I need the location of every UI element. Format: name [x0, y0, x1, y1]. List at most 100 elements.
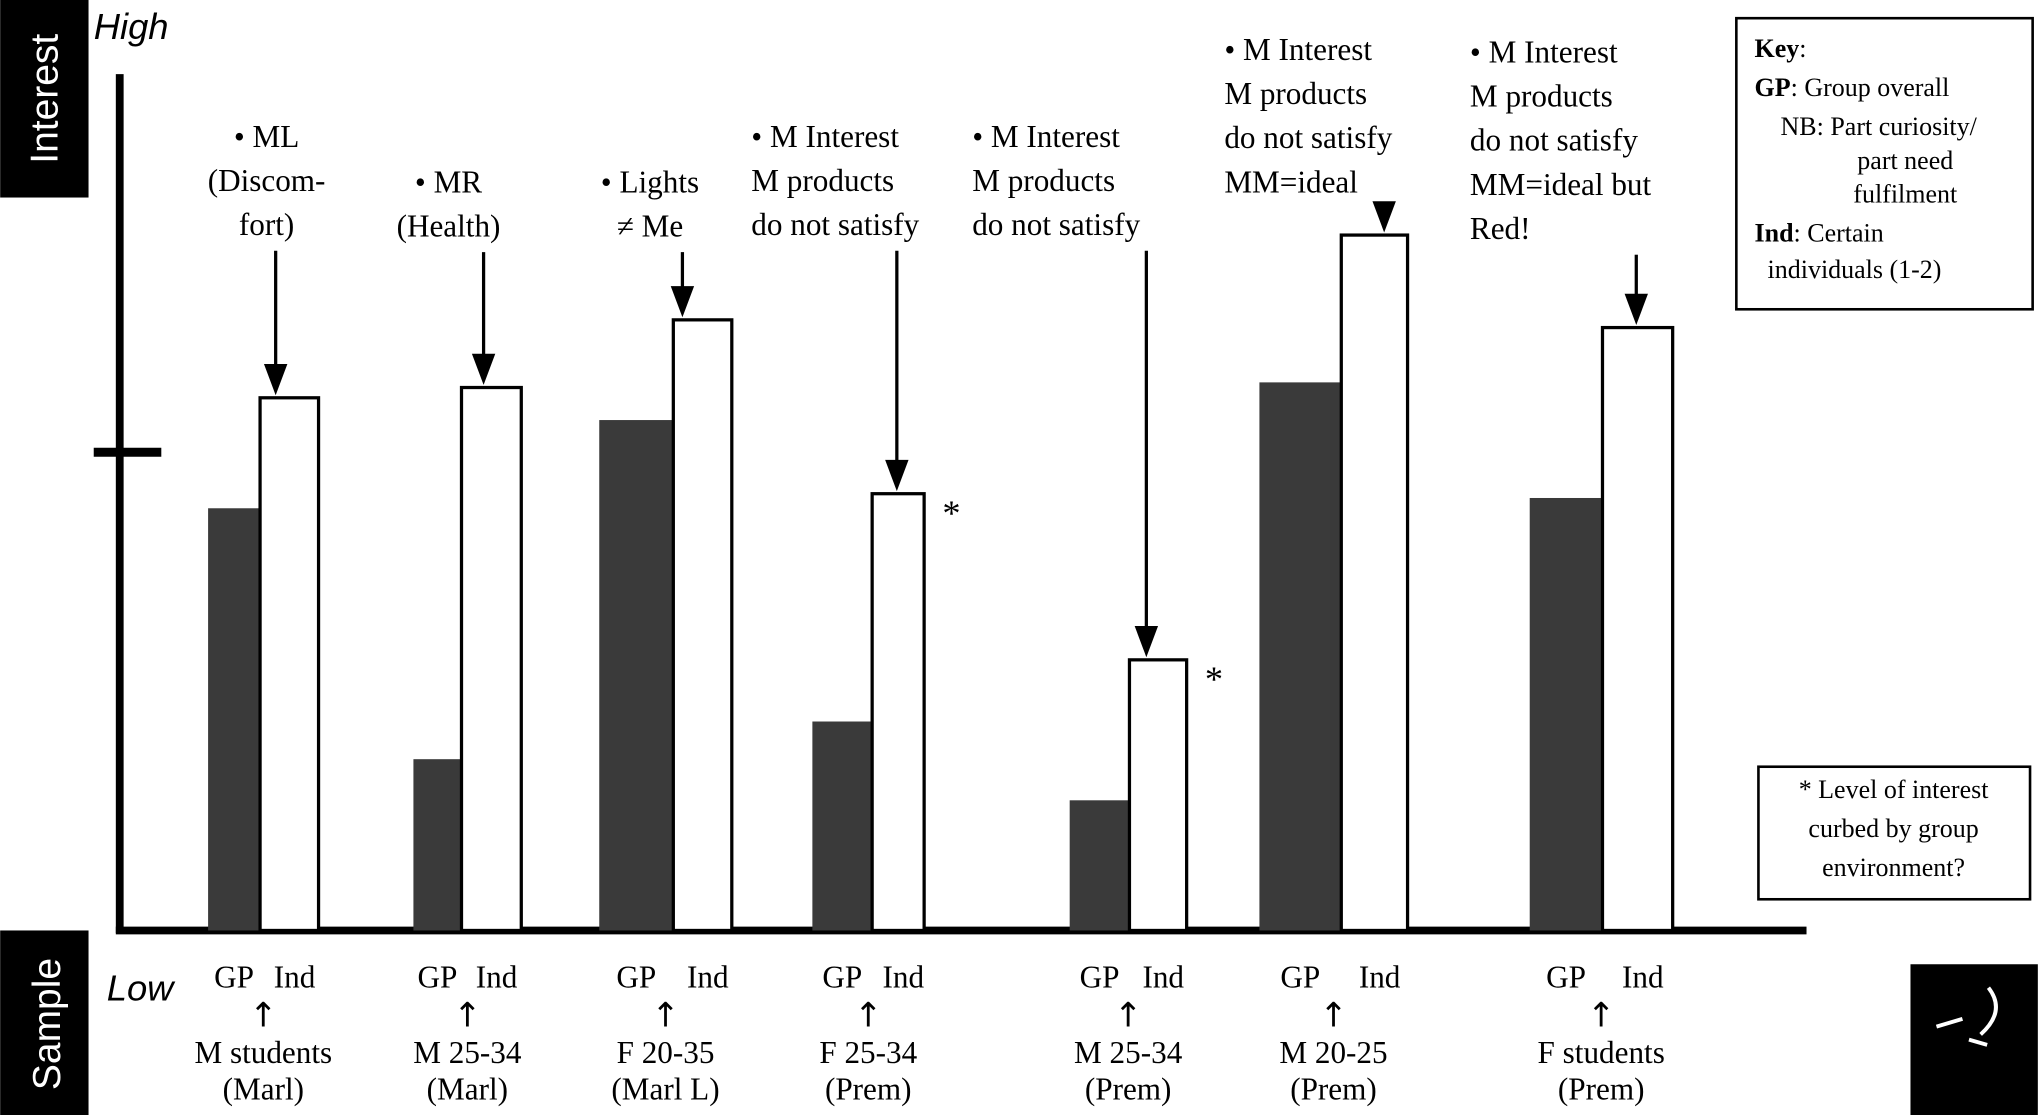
low-label: Low	[107, 968, 176, 1009]
key-text: part need	[1857, 146, 1953, 175]
annotation-arrowhead	[472, 354, 495, 385]
bar	[1341, 235, 1407, 930]
bar-label: GP	[1080, 960, 1120, 995]
x-tick-label: F 20-35	[617, 1035, 715, 1070]
x-tick-label: (Marl L)	[611, 1071, 719, 1106]
annotation-arrowhead	[1372, 201, 1395, 232]
bar	[1602, 328, 1672, 931]
arrow-glyph: ↑	[1114, 996, 1142, 1035]
annotation: Red!	[1470, 211, 1531, 246]
key-term: GP	[1755, 73, 1791, 102]
bar	[462, 388, 522, 931]
annotation: (Health)	[397, 209, 501, 244]
bar	[673, 320, 731, 931]
bar	[413, 759, 461, 930]
annotation-arrowhead	[885, 460, 908, 491]
annotation: do not satisfy	[1470, 123, 1638, 158]
x-tick-label: M 20-25	[1279, 1035, 1387, 1070]
x-tick-label: (Prem)	[1290, 1071, 1377, 1106]
key-entry: NB: Part curiosity/	[1781, 112, 1978, 141]
bar	[208, 508, 260, 930]
footnote: environment?	[1822, 853, 1965, 882]
key-entry: Ind: Certain	[1755, 219, 1884, 248]
bar-label: Ind	[476, 960, 518, 995]
footnote: * Level of interest	[1799, 775, 1990, 804]
annotation: (Discom-	[208, 163, 326, 198]
x-axis-label: Sample	[26, 958, 69, 1090]
annotation: M products	[751, 163, 894, 198]
annotation: • MR	[415, 164, 482, 199]
bar	[1259, 382, 1341, 930]
bar	[1129, 660, 1186, 931]
annotation-arrowhead	[264, 364, 287, 395]
annotation: do not satisfy	[972, 207, 1140, 242]
annotation: • M Interest	[972, 119, 1120, 154]
annotation: fort)	[239, 207, 294, 242]
footnote: curbed by group	[1808, 814, 1978, 843]
x-tick-label: M students	[194, 1035, 332, 1070]
bar	[1530, 498, 1603, 930]
key-text: : Group overall	[1791, 73, 1950, 102]
key-text: NB: Part curiosity/	[1781, 112, 1978, 141]
bar-label: GP	[1546, 960, 1586, 995]
annotation: do not satisfy	[751, 207, 919, 242]
annotation: M products	[1470, 79, 1613, 114]
y-axis-label: Interest	[23, 34, 66, 164]
x-tick-label: M 25-34	[1074, 1035, 1183, 1070]
x-tick-label: (Prem)	[825, 1071, 912, 1106]
key-text: individuals (1-2)	[1768, 255, 1942, 284]
annotation: MM=ideal but	[1470, 167, 1652, 202]
x-tick-label: F 25-34	[819, 1035, 917, 1070]
key-entry: part need	[1857, 146, 1953, 175]
high-label: High	[94, 6, 169, 47]
bar-label: GP	[214, 960, 254, 995]
annotation: M products	[1224, 76, 1367, 111]
bar-label: Ind	[1622, 960, 1664, 995]
x-tick-label: (Marl)	[427, 1071, 508, 1106]
annotation: • Lights	[601, 164, 699, 199]
x-tick-label: (Marl)	[223, 1071, 304, 1106]
annotation-arrowhead	[671, 286, 694, 317]
bar	[260, 398, 318, 931]
annotation: MM=ideal	[1224, 164, 1358, 199]
bar	[812, 722, 872, 931]
bar	[1070, 800, 1130, 930]
bar-label: GP	[1280, 960, 1320, 995]
marker: *	[1205, 659, 1223, 699]
x-tick-label: (Prem)	[1558, 1071, 1645, 1106]
annotation: do not satisfy	[1224, 120, 1392, 155]
bar-label: Ind	[883, 960, 925, 995]
annotation: • M Interest	[1470, 34, 1618, 69]
annotation: • M Interest	[751, 119, 899, 154]
annotation: ≠ Me	[617, 209, 683, 244]
annotation: • ML	[234, 119, 299, 154]
marker: *	[942, 493, 960, 533]
bar	[599, 420, 673, 930]
annotation-arrowhead	[1135, 626, 1158, 657]
bar-label: Ind	[274, 960, 316, 995]
arrow-glyph: ↑	[249, 996, 277, 1035]
key-entry: individuals (1-2)	[1768, 255, 1942, 284]
bar-label: Ind	[1142, 960, 1184, 995]
bar-label: GP	[822, 960, 862, 995]
chart: Interest Sample High Low GPInd↑M student…	[0, 0, 2038, 1115]
annotation-arrowhead	[1625, 294, 1648, 325]
bar-label: GP	[418, 960, 458, 995]
arrow-glyph: ↑	[854, 996, 882, 1035]
key-entry: fulfilment	[1853, 180, 1958, 209]
bar-label: GP	[616, 960, 656, 995]
key-term: Ind	[1755, 219, 1795, 248]
arrow-glyph: ↑	[1587, 996, 1615, 1035]
key-text: :	[1799, 34, 1806, 63]
x-tick-label: F students	[1538, 1035, 1665, 1070]
bar	[872, 494, 924, 931]
bar-label: Ind	[1359, 960, 1401, 995]
key-entry: Key:	[1755, 34, 1807, 63]
annotation: M products	[972, 163, 1115, 198]
x-tick-label: M 25-34	[413, 1035, 522, 1070]
arrow-glyph: ↑	[651, 996, 679, 1035]
arrow-glyph: ↑	[453, 996, 481, 1035]
key-term: Key	[1755, 34, 1800, 63]
arrow-glyph: ↑	[1319, 996, 1347, 1035]
annotation: • M Interest	[1224, 32, 1372, 67]
